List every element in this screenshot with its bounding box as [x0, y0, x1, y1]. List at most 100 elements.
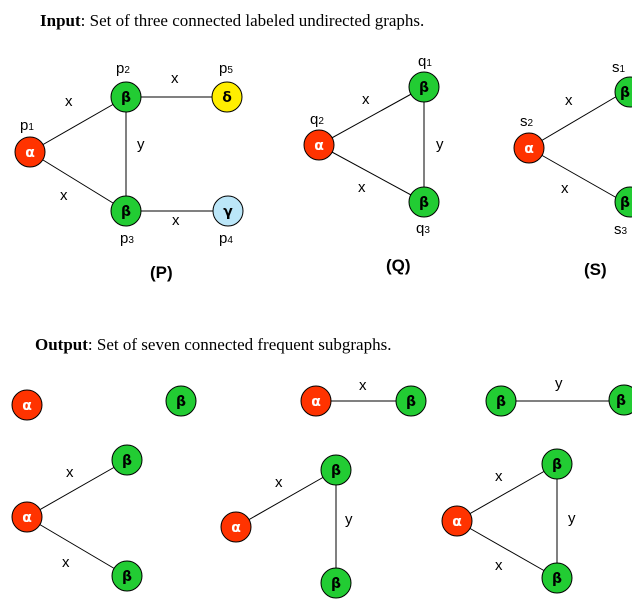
beta-symbol: β: [331, 576, 341, 592]
beta-symbol: β: [122, 569, 132, 585]
node-alpha: α: [441, 505, 473, 537]
edge-label: y: [555, 375, 563, 392]
node-beta: β: [541, 562, 573, 594]
node-beta: β: [320, 567, 352, 599]
edge-label: x: [362, 91, 370, 108]
node-s3-beta: β: [614, 186, 632, 218]
node-beta: β: [485, 385, 517, 417]
node-s2-alpha: α: [513, 132, 545, 164]
node-beta: β: [395, 385, 427, 417]
node-label-p5: p5: [219, 60, 233, 77]
caption-s: (S): [584, 260, 607, 279]
alpha-symbol: α: [22, 398, 32, 414]
edge-p1-p3: [29, 151, 127, 212]
edge-label: y: [137, 136, 145, 153]
input-heading: Input: Set of three connected labeled un…: [40, 11, 424, 30]
beta-symbol: β: [406, 394, 416, 410]
node-alpha: α: [300, 385, 332, 417]
node-label-s1: s1: [612, 59, 626, 76]
beta-symbol: β: [122, 453, 132, 469]
node-label-p1: p1: [20, 117, 34, 134]
edge-label: x: [359, 377, 367, 394]
beta-symbol: β: [176, 394, 186, 410]
edge-label: x: [495, 557, 503, 574]
beta-symbol: β: [121, 204, 131, 220]
edge-x: [26, 459, 128, 518]
edge-label: x: [358, 179, 366, 196]
edge-x: [456, 520, 558, 579]
edge-label: x: [65, 93, 73, 110]
edge-x: [26, 516, 128, 577]
node-q3-beta: β: [408, 186, 440, 218]
beta-symbol: β: [620, 85, 630, 101]
gamma-symbol: γ: [223, 204, 233, 220]
edge-label: x: [172, 212, 180, 229]
edge-label: x: [171, 70, 179, 87]
edge-label: y: [568, 510, 576, 527]
node-label-p2: p2: [116, 60, 130, 77]
edge-label: y: [436, 136, 444, 153]
node-p3-beta: β: [110, 195, 142, 227]
edge-q2-q1: [318, 86, 425, 146]
node-label-q2: q2: [310, 111, 324, 128]
edge-x: [235, 469, 337, 528]
node-s1-beta: β: [614, 76, 632, 108]
beta-symbol: β: [496, 394, 506, 410]
node-label-p4: p4: [219, 230, 233, 247]
edge-label: x: [60, 187, 68, 204]
subgraph-2-beta: β: [165, 385, 197, 417]
alpha-symbol: α: [452, 514, 462, 530]
node-p2-beta: β: [110, 81, 142, 113]
node-beta: β: [111, 560, 143, 592]
subgraph-3: x α β: [300, 377, 427, 417]
node-p1-alpha: α: [14, 136, 46, 168]
subgraph-4: y β β: [485, 375, 632, 417]
beta-symbol: β: [121, 90, 131, 106]
edge-label: x: [275, 474, 283, 491]
edge-label: y: [345, 511, 353, 528]
node-p5-delta: δ: [211, 81, 243, 113]
edge-x: [456, 463, 558, 522]
subgraph-1-alpha: α: [11, 389, 43, 421]
subgraph-7: x x y α β β: [441, 448, 576, 594]
edge-label: x: [62, 554, 70, 571]
beta-symbol: β: [419, 195, 429, 211]
edge-label: x: [66, 464, 74, 481]
edge-label: x: [561, 180, 569, 197]
node-label-p3: p3: [120, 230, 134, 247]
graph-s: x x α β β s2 s1 s3 (S): [513, 59, 632, 279]
node-label-q3: q3: [416, 220, 430, 237]
beta-symbol: β: [620, 195, 630, 211]
alpha-symbol: α: [524, 141, 534, 157]
edge-s2-s3: [528, 147, 625, 203]
node-beta: β: [320, 454, 352, 486]
node-alpha: α: [220, 511, 252, 543]
graph-q: x x y α β β q2 q1 q3 (Q): [303, 53, 444, 275]
graph-p: x x y x x α β β δ γ p1 p2 p3 p4 p5 (P): [14, 60, 244, 282]
beta-symbol: β: [331, 463, 341, 479]
alpha-symbol: α: [311, 394, 321, 410]
node-label-s2: s2: [520, 113, 534, 130]
subgraph-5: x x α β β: [11, 444, 143, 592]
beta-symbol: β: [616, 393, 626, 409]
node-q2-alpha: α: [303, 129, 335, 161]
node-label-s3: s3: [614, 221, 628, 238]
beta-symbol: β: [552, 571, 562, 587]
edge-s2-s1: [528, 91, 625, 149]
alpha-symbol: α: [314, 138, 324, 154]
node-beta: β: [541, 448, 573, 480]
edge-label: x: [565, 92, 573, 109]
node-beta: β: [111, 444, 143, 476]
alpha-symbol: α: [22, 510, 32, 526]
subgraph-6: x y α β β: [220, 454, 353, 599]
node-alpha: α: [11, 501, 43, 533]
output-heading: Output: Set of seven connected frequent …: [35, 335, 391, 354]
caption-p: (P): [150, 263, 173, 282]
node-q1-beta: β: [408, 71, 440, 103]
beta-symbol: β: [552, 457, 562, 473]
alpha-symbol: α: [25, 145, 35, 161]
edge-label: x: [495, 468, 503, 485]
delta-symbol: δ: [222, 90, 232, 106]
alpha-symbol: α: [231, 520, 241, 536]
